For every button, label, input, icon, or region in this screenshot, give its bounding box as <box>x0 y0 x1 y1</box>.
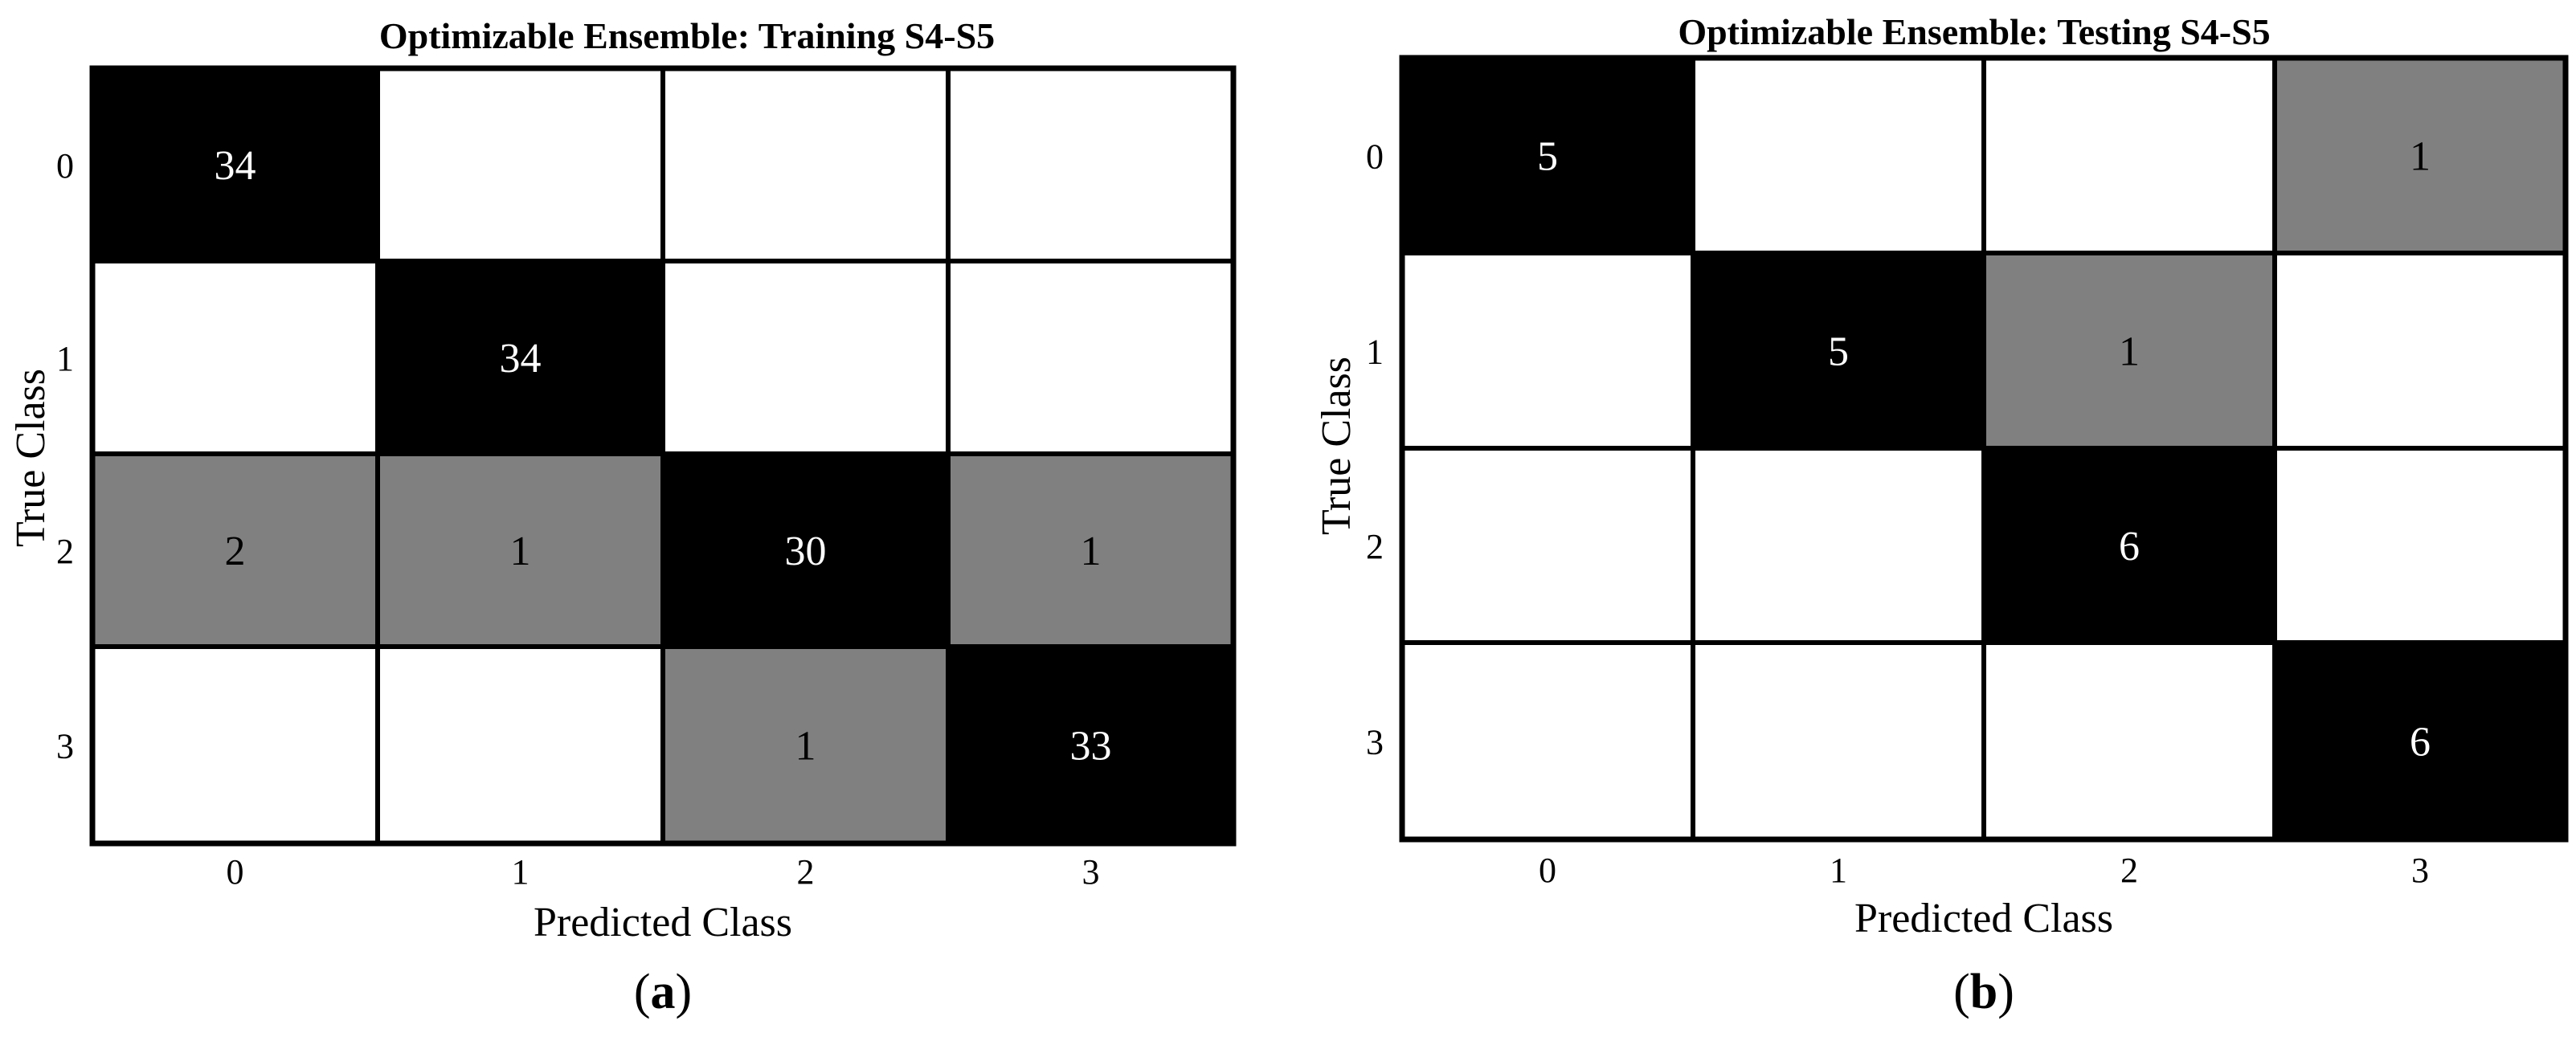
x-tick-label: 1 <box>1830 851 1847 890</box>
x-tick-label: 0 <box>227 852 244 892</box>
cell-value-label: 5 <box>1537 134 1558 180</box>
matrix-cell <box>1400 446 1695 645</box>
matrix-cell <box>1691 640 1986 842</box>
matrix-cell <box>90 644 380 846</box>
matrix-cell <box>375 644 665 846</box>
panel-label: (b) <box>1953 965 2014 1019</box>
matrix-cell <box>1691 55 1986 255</box>
matrix-cell <box>375 66 665 263</box>
matrix-cell <box>2272 446 2568 645</box>
matrix-cell <box>946 451 1236 649</box>
chart-title: Optimizable Ensemble: Testing S4-S5 <box>1678 11 2270 52</box>
matrix-cell <box>1981 251 2277 451</box>
y-tick-label: 1 <box>1366 333 1384 372</box>
matrix-cell <box>90 66 380 263</box>
matrix-cell <box>90 451 380 649</box>
y-tick-label: 2 <box>56 532 74 571</box>
y-tick-label: 3 <box>1366 723 1384 762</box>
cell-value-label: 33 <box>1070 724 1112 770</box>
panel-label: (a) <box>634 965 692 1019</box>
matrix-cell <box>660 66 951 263</box>
cell-value-label: 1 <box>795 724 816 770</box>
y-tick-label: 0 <box>56 146 74 186</box>
cell-value-label: 1 <box>1081 529 1102 574</box>
matrix-cell <box>946 259 1236 456</box>
y-axis-label: True Class <box>1314 357 1360 535</box>
x-tick-label: 2 <box>797 852 815 892</box>
x-tick-label: 1 <box>512 852 530 892</box>
y-tick-label: 3 <box>56 727 74 766</box>
y-tick-label: 1 <box>56 339 74 378</box>
cell-value-label: 6 <box>2410 720 2431 766</box>
matrix-cell <box>1400 640 1695 842</box>
x-axis-label: Predicted Class <box>534 900 792 945</box>
matrix-cell <box>1981 640 2277 842</box>
y-tick-label: 2 <box>1366 527 1384 566</box>
x-tick-label: 3 <box>1082 852 1100 892</box>
cell-value-label: 30 <box>785 529 827 574</box>
matrix-cell <box>660 259 951 456</box>
x-axis-label: Predicted Class <box>1854 896 2113 941</box>
matrix-cell <box>1981 55 2277 255</box>
confusion-matrix-panel: 5 1 5 1 6 6 Optimizable Ensemble: Testing S4-S… <box>1314 11 2569 1019</box>
matrix-cell <box>2272 640 2568 842</box>
matrix-cell <box>1691 251 1986 451</box>
cell-value-label: 6 <box>2119 524 2140 570</box>
cell-value-label: 34 <box>215 143 256 189</box>
matrix-cell <box>375 259 665 456</box>
matrix-border <box>89 65 1237 847</box>
matrix-border <box>1399 55 2569 843</box>
matrix-cell <box>946 644 1236 846</box>
x-tick-label: 3 <box>2411 851 2429 890</box>
matrix-cell <box>1400 55 1695 255</box>
matrix-cell <box>1691 446 1986 645</box>
cell-value-label: 1 <box>510 529 531 574</box>
matrix-cell <box>2272 251 2568 451</box>
y-axis-label: True Class <box>8 369 54 547</box>
y-tick-label: 0 <box>1366 137 1384 177</box>
cell-value-label: 34 <box>500 336 542 382</box>
x-tick-label: 0 <box>1539 851 1556 890</box>
cell-value-label: 1 <box>2410 134 2431 180</box>
cell-value-label: 5 <box>1828 329 1849 375</box>
x-tick-label: 2 <box>2120 851 2138 890</box>
matrix-cell <box>946 66 1236 263</box>
chart-title: Optimizable Ensemble: Training S4-S5 <box>379 15 995 56</box>
cell-value-label: 2 <box>225 529 246 574</box>
matrix-cell <box>1400 251 1695 451</box>
matrix-cell <box>90 259 380 456</box>
cell-value-label: 1 <box>2119 329 2140 375</box>
